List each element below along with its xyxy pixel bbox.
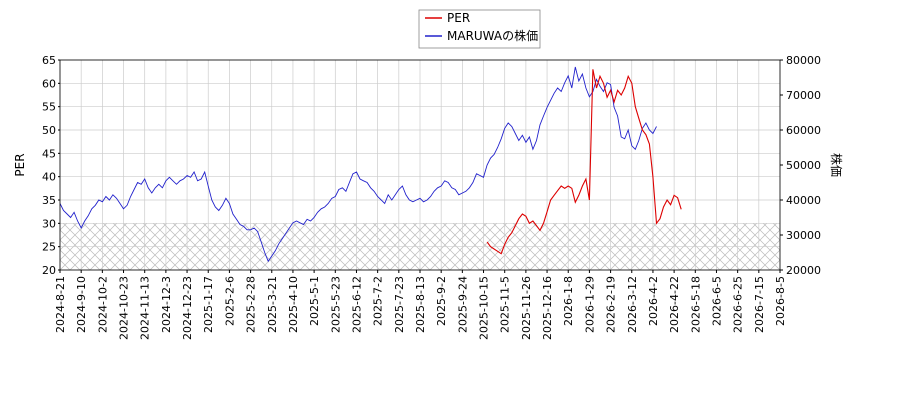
x-tick-label: 2026-5-18: [689, 276, 702, 333]
x-tick-label: 2025-11-26: [520, 276, 533, 340]
x-tick-label: 2026-3-12: [626, 276, 639, 333]
left-tick-label: 55: [42, 101, 56, 114]
x-axis-ticks: 2024-8-21 2024-9-10 2024-10-2 2024-10-23 202…: [54, 270, 787, 340]
x-tick-label: 2025-5-23: [329, 276, 342, 333]
left-axis-label: PER: [13, 153, 27, 176]
right-tick-label: 30000: [786, 229, 821, 242]
right-axis-ticks: 20000 30000 40000 50000 60000 70000 80000: [780, 54, 821, 277]
left-tick-label: 60: [42, 77, 56, 90]
left-axis-ticks: 20 25 30 35 40 45 50 55 60 65: [42, 54, 60, 277]
x-tick-label: 2024-10-23: [118, 276, 131, 340]
right-tick-label: 80000: [786, 54, 821, 67]
x-tick-label: 2026-6-5: [710, 276, 723, 326]
x-tick-label: 2026-1-8: [562, 276, 575, 326]
x-tick-label: 2026-7-15: [753, 276, 766, 333]
x-tick-label: 2025-6-12: [350, 276, 363, 333]
x-tick-label: 2025-7-2: [372, 276, 385, 326]
legend-label-price: MARUWAの株価: [447, 28, 538, 43]
x-tick-label: 2025-1-17: [202, 276, 215, 333]
right-tick-label: 50000: [786, 159, 821, 172]
x-tick-label: 2025-10-15: [478, 276, 491, 340]
x-tick-label: 2026-4-22: [668, 276, 681, 333]
x-tick-label: 2024-11-13: [139, 276, 152, 340]
left-tick-label: 20: [42, 264, 56, 277]
x-tick-label: 2025-8-13: [414, 276, 427, 333]
x-tick-label: 2024-10-2: [96, 276, 109, 333]
left-tick-label: 40: [42, 171, 56, 184]
x-tick-label: 2025-2-28: [245, 276, 258, 333]
legend-box: [418, 9, 541, 49]
price-series-line: [60, 66, 657, 263]
left-tick-label: 50: [42, 124, 56, 137]
x-tick-label: 2025-7-23: [393, 276, 406, 333]
left-tick-label: 65: [42, 54, 56, 67]
left-tick-label: 35: [42, 194, 56, 207]
left-tick-label: 30: [42, 217, 56, 230]
right-axis-label: 株価: [829, 153, 844, 177]
legend-label-per: PER: [447, 11, 470, 25]
x-tick-label: 2024-12-23: [181, 276, 194, 340]
right-tick-label: 20000: [786, 264, 821, 277]
right-tick-label: 60000: [786, 124, 821, 137]
x-tick-label: 2026-6-25: [732, 276, 745, 333]
right-tick-label: 40000: [786, 194, 821, 207]
right-tick-label: 70000: [786, 89, 821, 102]
x-tick-label: 2025-3-21: [266, 276, 279, 333]
x-tick-label: 2024-9-10: [75, 276, 88, 333]
x-tick-label: 2025-2-6: [223, 276, 236, 326]
x-tick-label: 2025-9-2: [435, 276, 448, 326]
x-tick-label: 2025-11-5: [499, 276, 512, 333]
x-tick-label: 2026-1-29: [583, 276, 596, 333]
left-tick-label: 45: [42, 147, 56, 160]
per-series-line: [486, 69, 682, 255]
x-tick-label: 2026-2-19: [605, 276, 618, 333]
x-tick-label: 2025-5-1: [308, 276, 321, 326]
x-tick-label: 2024-12-3: [160, 276, 173, 333]
x-tick-label: 2025-4-10: [287, 276, 300, 333]
x-tick-label: 2025-12-16: [541, 276, 554, 340]
legend: PER MARUWAの株価: [418, 9, 541, 49]
x-tick-label: 2025-9-24: [456, 276, 469, 333]
x-tick-label: 2026-8-5: [774, 276, 787, 326]
x-tick-label: 2026-4-2: [647, 276, 660, 326]
x-tick-label: 2024-8-21: [54, 276, 67, 333]
left-tick-label: 25: [42, 241, 56, 254]
